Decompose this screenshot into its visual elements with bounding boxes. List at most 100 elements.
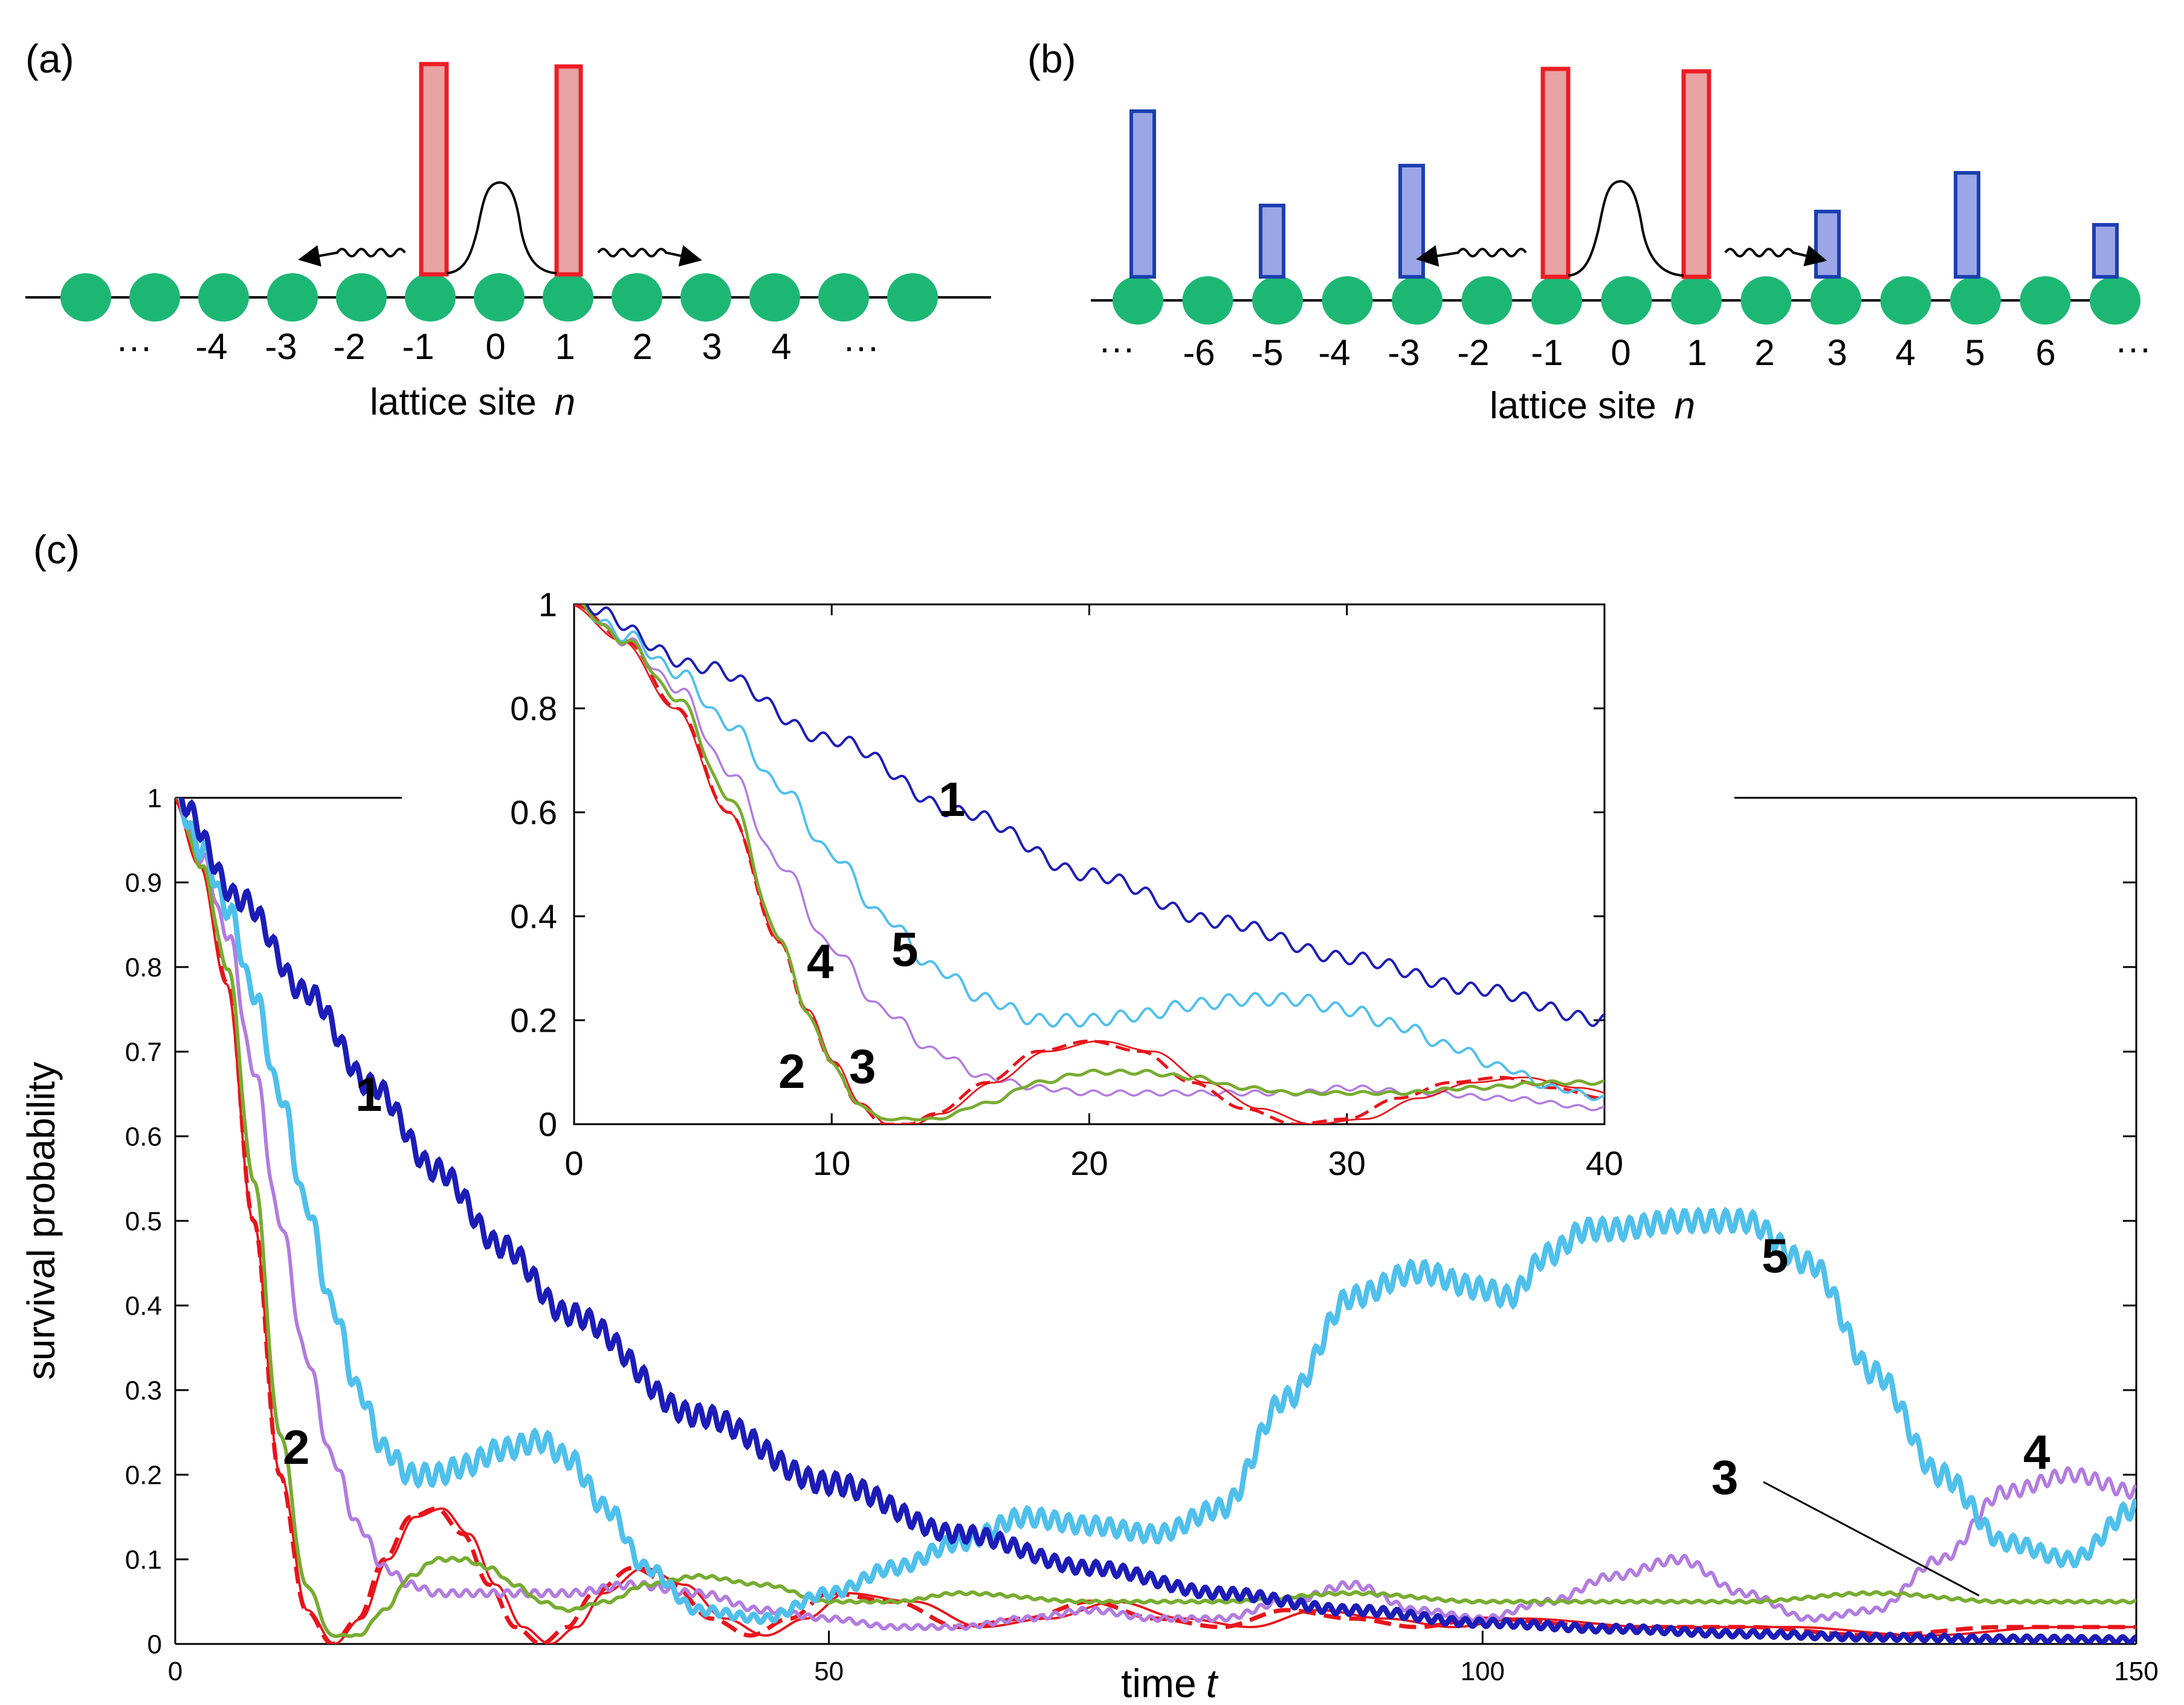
y-tick-label: 0 — [147, 1629, 162, 1659]
site-label-a: -1 — [402, 326, 434, 367]
main-y-axis-label: survival probability — [19, 1062, 63, 1380]
series-4-line — [175, 798, 2136, 1631]
lattice-site-a — [749, 273, 800, 322]
panel-a: (a) ··· -4 -3 -2 -1 0 1 2 3 4 ··· lattice site n — [25, 36, 991, 423]
x-tick-label: 50 — [814, 1657, 844, 1686]
barrier-left-a — [419, 62, 449, 277]
disorder-bar — [1129, 109, 1156, 279]
wave-packet-b — [1568, 180, 1684, 277]
lattice-site-a — [129, 273, 180, 322]
panel-label-b: (b) — [1027, 36, 1076, 81]
site-label-b: 4 — [1895, 332, 1915, 373]
leak-arrow-right-a — [597, 245, 702, 267]
site-label-a: 2 — [632, 326, 652, 367]
lattice-site-a — [267, 273, 318, 322]
series-2-dashed-line — [574, 604, 1604, 1124]
lattice-site-a — [543, 273, 593, 322]
barrier-right-a — [554, 64, 583, 277]
site-label-a: 1 — [555, 326, 575, 367]
panel-label-c: (c) — [33, 527, 80, 572]
disorder-bars-b — [1129, 109, 2119, 279]
lattice-site-b — [2090, 276, 2140, 325]
inset-ticks: 0 10 20 30 40 0 0.2 0.4 0.6 0.8 1 — [510, 586, 1623, 1182]
panel-b: (b) ··· -6 -5 -4 -3 -2 -1 0 1 2 3 4 5 6 ··· lattice si… — [1027, 36, 2151, 427]
site-label-b: -4 — [1318, 332, 1350, 373]
inset-curve-label-4: 4 — [807, 934, 834, 988]
y-tick-label: 0.4 — [510, 898, 557, 936]
y-tick-label: 0.6 — [510, 794, 557, 832]
lattice-site-b — [1671, 276, 1722, 325]
lattice-site-b — [1740, 276, 1792, 325]
site-label-b: 2 — [1754, 332, 1774, 373]
series-5-line — [574, 604, 1604, 1101]
lattice-site-a — [474, 273, 525, 322]
lattice-site-a — [405, 273, 456, 322]
series-5-line — [175, 798, 2136, 1625]
site-label-a: 4 — [771, 326, 791, 367]
series-1-line — [574, 604, 1604, 1027]
site-label-b: -3 — [1388, 332, 1420, 373]
x-tick-label: 30 — [1328, 1144, 1366, 1182]
series-1-line — [175, 798, 2136, 1644]
series-3-line — [175, 798, 2136, 1639]
lattice-site-a — [60, 273, 111, 322]
inset-curve-label-5: 5 — [891, 922, 919, 976]
lattice-site-b — [1461, 276, 1513, 325]
site-label-b: -6 — [1183, 332, 1215, 373]
inset-plot-area — [574, 604, 1604, 1124]
disorder-bar — [1954, 171, 1980, 279]
disorder-bar — [1259, 204, 1285, 279]
site-label-a: ··· — [116, 326, 152, 367]
main-plot-area — [175, 798, 2136, 1644]
barrier-left-b — [1540, 66, 1571, 279]
lattice-site-b — [1182, 276, 1233, 325]
site-label-a: 3 — [702, 326, 722, 367]
disorder-bar — [1814, 210, 1841, 279]
site-labels-a: ··· -4 -3 -2 -1 0 1 2 3 4 ··· — [116, 326, 879, 367]
lattice-sites-a — [60, 273, 938, 322]
y-tick-label: 0.8 — [125, 953, 162, 982]
y-tick-label: 0.7 — [125, 1037, 162, 1067]
site-label-a: ··· — [843, 326, 879, 367]
panel-c: (c) 0 50 100 15000.10.20.30.40.50.60.70.80.… — [19, 527, 2159, 1705]
inset-curve-label-2: 2 — [778, 1044, 806, 1098]
lattice-site-b — [1880, 276, 1931, 325]
lattice-site-b — [1601, 276, 1652, 325]
y-tick-label: 0.4 — [125, 1291, 162, 1321]
series-3-line — [574, 604, 1604, 1122]
inset-curve-label-3: 3 — [849, 1040, 876, 1093]
main-curve-label-1: 1 — [355, 1067, 383, 1121]
lattice-site-a — [198, 273, 249, 322]
x-tick-label: 150 — [2114, 1657, 2158, 1686]
y-tick-label: 0.5 — [125, 1206, 162, 1236]
site-label-b: 0 — [1611, 332, 1630, 373]
site-label-a: -4 — [195, 326, 227, 367]
y-tick-label: 0.2 — [125, 1460, 162, 1490]
barrier-right-b — [1681, 69, 1711, 279]
main-curve-label-2: 2 — [283, 1420, 310, 1474]
x-tick-label: 10 — [813, 1144, 850, 1182]
site-label-b: -2 — [1457, 332, 1489, 373]
site-label-b: -5 — [1251, 332, 1283, 373]
disorder-bar — [2092, 223, 2119, 279]
lattice-site-b — [1252, 276, 1303, 325]
disorder-bar — [1398, 164, 1425, 279]
lattice-site-b — [1392, 276, 1443, 325]
site-label-b: -1 — [1531, 332, 1563, 373]
inset-curve-label-1: 1 — [939, 772, 966, 826]
leak-arrow-left-b — [1415, 245, 1527, 267]
site-label-b: 6 — [2035, 332, 2055, 373]
site-label-b: 5 — [1965, 332, 1985, 373]
lattice-site-b — [1113, 276, 1163, 325]
x-tick-label: 0 — [168, 1657, 183, 1686]
x-tick-label: 40 — [1586, 1144, 1623, 1182]
main-curve-label-5: 5 — [1762, 1229, 1789, 1283]
leak-arrow-right-b — [1724, 245, 1827, 267]
y-tick-label: 1 — [538, 586, 557, 624]
main-x-axis-label: time t — [1121, 1661, 1219, 1705]
lattice-site-b — [2020, 276, 2071, 325]
y-tick-label: 0.2 — [510, 1001, 557, 1040]
